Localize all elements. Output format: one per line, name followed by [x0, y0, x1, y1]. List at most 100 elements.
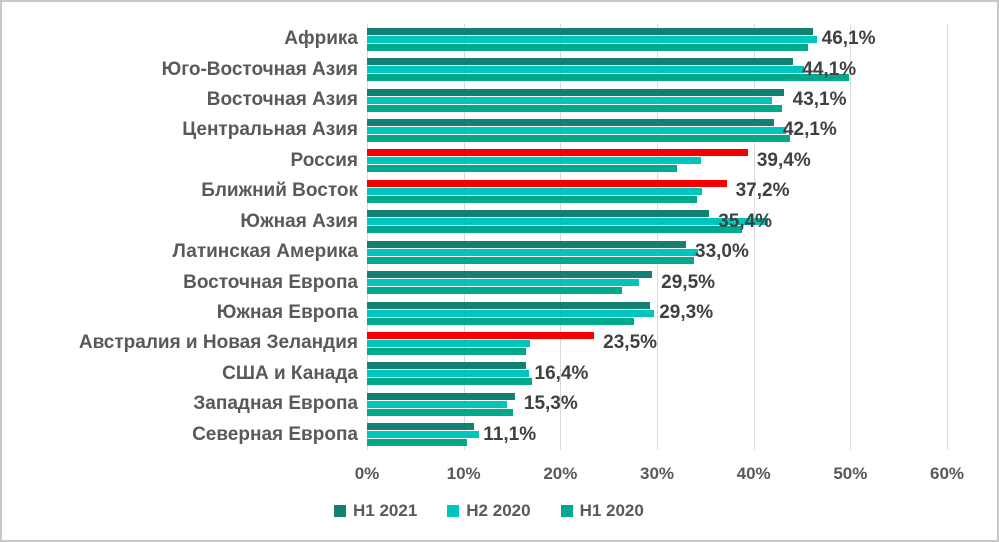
x-tick-label: 0%	[354, 464, 380, 483]
data-label: 15,3%	[523, 393, 578, 415]
bar-h1-2021	[367, 331, 595, 339]
bar-h2-2020	[367, 279, 639, 287]
category-label: США и Канада	[222, 362, 358, 384]
x-tick-label: 20%	[543, 464, 578, 483]
gridline-30	[657, 24, 658, 450]
bar-h1-2020	[367, 74, 850, 82]
data-label: 16,4%	[534, 362, 589, 384]
bar-h2-2020	[367, 370, 530, 378]
bar-h1-2020	[367, 226, 743, 234]
data-label: 37,2%	[735, 180, 790, 202]
bar-h2-2020	[367, 157, 702, 165]
category-label: Австралия и Новая Зеландия	[78, 332, 358, 354]
data-label: 43,1%	[792, 89, 847, 111]
legend-label: H1 2020	[579, 501, 644, 520]
bar-h1-2020	[367, 134, 791, 142]
bar-h1-2021	[367, 88, 784, 96]
bar-group: 44,1%	[367, 54, 947, 84]
bar-h1-2020	[367, 347, 526, 355]
legend-swatch-icon	[334, 505, 346, 517]
bar-h1-2021	[367, 392, 515, 400]
data-label: 46,1%	[821, 28, 876, 50]
category-label: Южная Европа	[216, 302, 358, 324]
bar-h2-2020	[367, 248, 698, 256]
bar-h1-2020	[367, 439, 467, 447]
bar-group: 23,5%	[367, 328, 947, 358]
bar-h2-2020	[367, 339, 531, 347]
data-label: 23,5%	[603, 332, 658, 354]
x-tick-label: 50%	[833, 464, 868, 483]
bar-group: 29,3%	[367, 298, 947, 328]
x-tick-label: 30%	[639, 464, 675, 483]
bar-h2-2020	[367, 66, 804, 74]
bar-h1-2021	[367, 118, 774, 126]
bar-h1-2021	[367, 423, 475, 431]
category-label: Африка	[284, 28, 358, 50]
category-label: Центральная Азия	[182, 119, 358, 141]
bar-h1-2020	[367, 378, 533, 386]
data-label: 39,4%	[756, 149, 811, 171]
bar-h1-2021	[367, 271, 653, 279]
bar-h1-2020	[367, 317, 634, 325]
data-label: 29,3%	[659, 302, 714, 324]
bar-h1-2020	[367, 256, 694, 264]
bar-group: 16,4%	[367, 359, 947, 389]
bar-h2-2020	[367, 96, 773, 104]
legend-item-h2-2020: H2 2020	[447, 501, 531, 521]
gridline-50	[850, 24, 852, 450]
bar-h1-2020	[367, 165, 678, 173]
category-label: Восточная Азия	[206, 89, 358, 111]
bar-group: 43,1%	[367, 85, 947, 115]
data-label: 35,4%	[718, 210, 773, 232]
gridline-10	[463, 24, 465, 450]
category-label: Латинская Америка	[172, 241, 358, 263]
bar-h1-2021	[367, 58, 794, 66]
category-label: Южная Азия	[240, 210, 358, 232]
category-label: Юго-Восточная Азия	[161, 58, 358, 80]
bar-h2-2020	[367, 187, 703, 195]
gridline-20	[560, 24, 562, 450]
bar-group: 37,2%	[367, 176, 947, 206]
category-label: Россия	[290, 149, 358, 171]
category-label: Западная Европа	[193, 393, 358, 415]
legend-swatch-icon	[560, 505, 573, 517]
gridline-40	[753, 24, 755, 450]
legend: H1 2021 H2 2020 H1 2020	[334, 501, 644, 521]
bar-h2-2020	[367, 218, 769, 226]
bar-h1-2020	[367, 43, 808, 51]
bar-h1-2020	[367, 408, 513, 416]
legend-item-h1-2020: H1 2020	[560, 501, 644, 521]
bar-h2-2020	[367, 126, 786, 134]
bar-h1-2020	[367, 195, 697, 203]
data-label: 42,1%	[782, 119, 837, 141]
bar-h1-2020	[367, 104, 782, 112]
bar-h1-2021	[367, 301, 651, 309]
bar-h1-2021	[367, 240, 686, 248]
legend-label: H1 2021	[353, 501, 418, 520]
bar-group: 35,4%	[367, 207, 947, 237]
data-label: 11,1%	[483, 423, 537, 445]
bar-h1-2021	[367, 179, 727, 187]
bar-h1-2021	[367, 149, 748, 157]
bar-h2-2020	[367, 400, 508, 408]
bar-h2-2020	[367, 309, 655, 317]
legend-item-h1-2021: H1 2021	[334, 501, 417, 521]
bar-group: 46,1%	[367, 24, 947, 54]
bar-h1-2021	[367, 210, 710, 218]
data-label: 29,5%	[661, 271, 716, 293]
bar-group: 29,5%	[367, 267, 947, 297]
category-label: Ближний Восток	[201, 180, 358, 202]
bar-h1-2021	[367, 362, 526, 370]
bar-h1-2020	[367, 287, 623, 295]
legend-label: H2 2020	[466, 501, 531, 520]
bar-group: 39,4%	[367, 146, 947, 176]
category-label: Северная Европа	[192, 423, 358, 445]
bar-h2-2020	[367, 35, 818, 43]
x-tick-label: 40%	[736, 464, 771, 483]
gridline-60	[947, 24, 948, 450]
bar-group: 33,0%	[367, 237, 947, 267]
bar-group: 15,3%	[367, 389, 947, 419]
plot-area: 46,1% 44,1% 43,1% 42,1% 39,4% 37,2% 35,4% 33,0%…	[367, 24, 948, 450]
x-tick-label: 60%	[929, 464, 965, 483]
